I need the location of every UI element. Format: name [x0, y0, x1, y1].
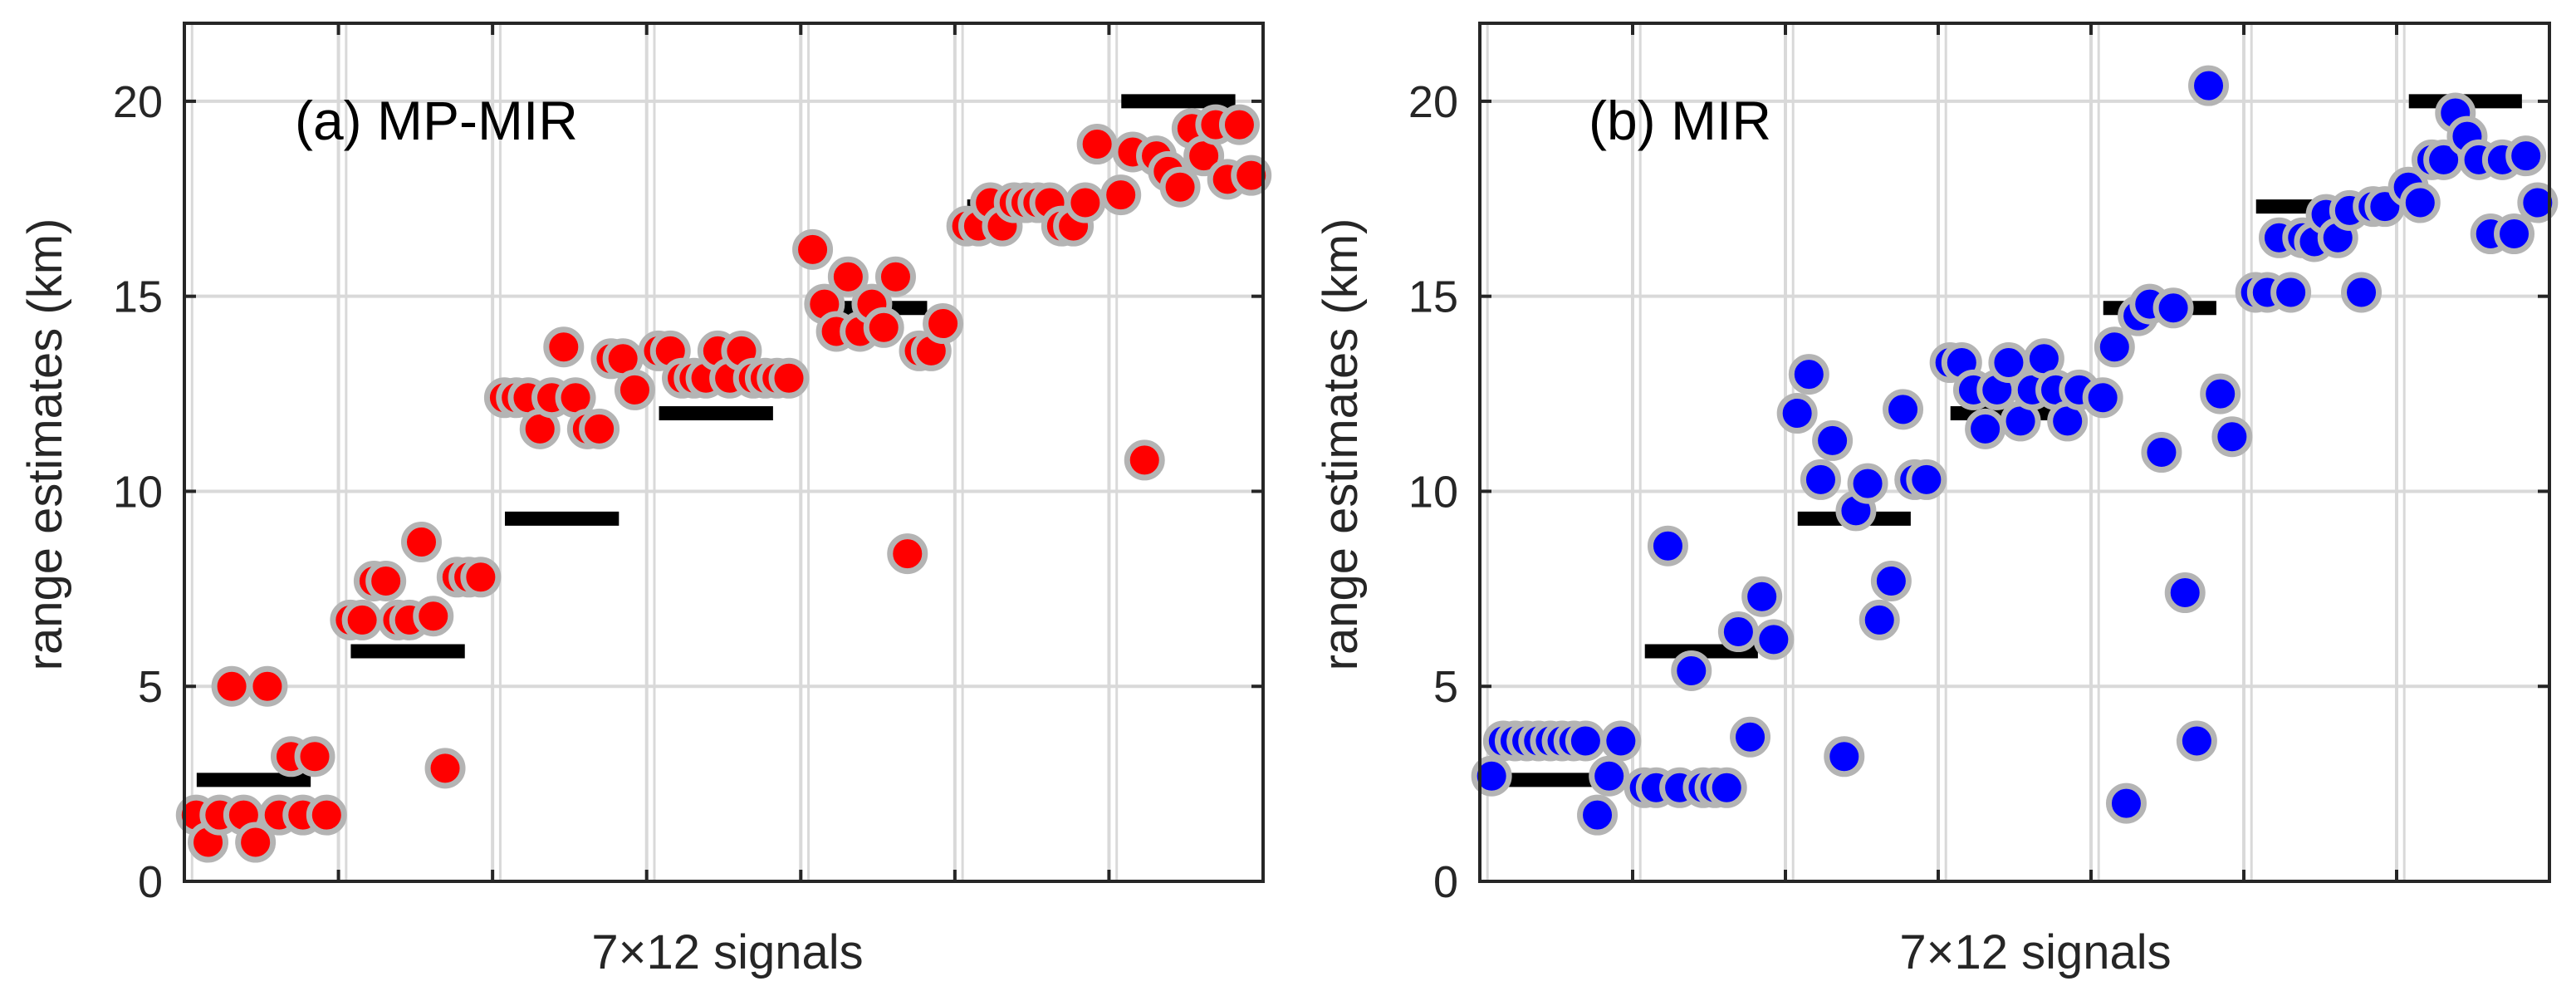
data-point	[1906, 459, 1947, 500]
data-point	[2270, 272, 2312, 313]
data-point	[923, 303, 964, 345]
panel-title: (a) MP-MIR	[295, 90, 578, 151]
data-point	[1824, 736, 1865, 778]
data-point	[1577, 794, 1619, 836]
data-point	[863, 307, 904, 348]
y-tick-label: 15	[1408, 272, 1458, 322]
data-point	[2517, 182, 2559, 223]
data-point	[1730, 716, 1771, 758]
data-point	[2176, 720, 2217, 762]
data-point	[294, 736, 335, 778]
x-axis-label: 7×12 signals	[1899, 925, 2171, 979]
data-point	[1717, 611, 1759, 652]
data-point	[2188, 65, 2230, 106]
data-point	[235, 822, 277, 863]
data-point	[247, 665, 288, 707]
data-point	[887, 533, 928, 575]
data-point	[2105, 782, 2147, 824]
data-point	[768, 357, 810, 399]
data-point	[1965, 408, 2006, 449]
data-point	[2141, 432, 2182, 473]
y-tick-label: 15	[113, 272, 163, 322]
data-point	[1065, 182, 1106, 223]
data-point	[1741, 576, 1783, 617]
data-point	[543, 326, 585, 368]
panel-mir: 0 5 10 15 20 (b) MIR 7×12 signals range esti…	[1314, 22, 2559, 979]
data-point	[792, 228, 834, 270]
data-point	[1800, 459, 1841, 500]
data-point	[874, 256, 916, 297]
data-point	[2152, 287, 2194, 329]
data-point	[1471, 755, 1512, 797]
data-point	[424, 748, 466, 789]
y-tick-label: 20	[113, 77, 163, 127]
data-point	[827, 256, 869, 297]
data-point	[1076, 124, 1118, 165]
data-point	[460, 557, 502, 598]
y-tick-label: 20	[1408, 77, 1458, 127]
data-point	[2341, 272, 2383, 313]
data-point	[579, 408, 620, 449]
y-axis-label: range estimates (km)	[18, 218, 72, 671]
data-point	[1124, 439, 1165, 481]
x-axis-label: 7×12 signals	[591, 925, 863, 979]
data-point	[306, 794, 347, 836]
data-point	[2094, 326, 2135, 368]
data-point	[2082, 377, 2123, 419]
data-point	[614, 369, 655, 410]
data-point	[1847, 463, 1888, 504]
data-point	[2494, 213, 2535, 255]
data-point	[1859, 599, 1900, 640]
data-point	[413, 596, 454, 637]
data-point	[1883, 389, 1924, 430]
data-point	[2200, 373, 2241, 415]
data-point	[211, 665, 252, 707]
data-point	[1589, 755, 1630, 797]
data-point	[1647, 525, 1688, 567]
data-point	[2399, 182, 2441, 223]
data-point	[1218, 104, 1260, 145]
data-point	[2164, 572, 2206, 614]
data-point	[1788, 354, 1829, 395]
y-tick-label: 5	[1433, 662, 1458, 712]
data-point	[1231, 155, 1272, 196]
data-point	[2211, 416, 2253, 458]
data-point	[1870, 560, 1912, 601]
axes-frame	[1478, 22, 2551, 883]
data-point	[365, 560, 407, 601]
data-point	[1706, 767, 1747, 808]
y-tick-label: 10	[1408, 467, 1458, 517]
data-point	[1753, 619, 1795, 660]
data-point	[1159, 166, 1201, 208]
y-tick-label: 0	[138, 857, 163, 907]
data-point	[1812, 419, 1854, 461]
y-tick-label: 5	[138, 662, 163, 712]
data-point	[341, 599, 383, 640]
data-point	[1100, 174, 1142, 216]
y-tick-label: 0	[1433, 857, 1458, 907]
y-tick-label: 10	[113, 467, 163, 517]
data-point	[2505, 135, 2547, 177]
axes-frame	[183, 22, 1265, 883]
data-point	[1600, 720, 1642, 762]
data-point	[1565, 720, 1606, 762]
data-point	[1671, 650, 1712, 691]
data-point	[1776, 393, 1818, 434]
panel-title: (b) MIR	[1589, 90, 1771, 151]
data-point	[400, 521, 442, 562]
y-axis-label: range estimates (km)	[1314, 218, 1368, 671]
